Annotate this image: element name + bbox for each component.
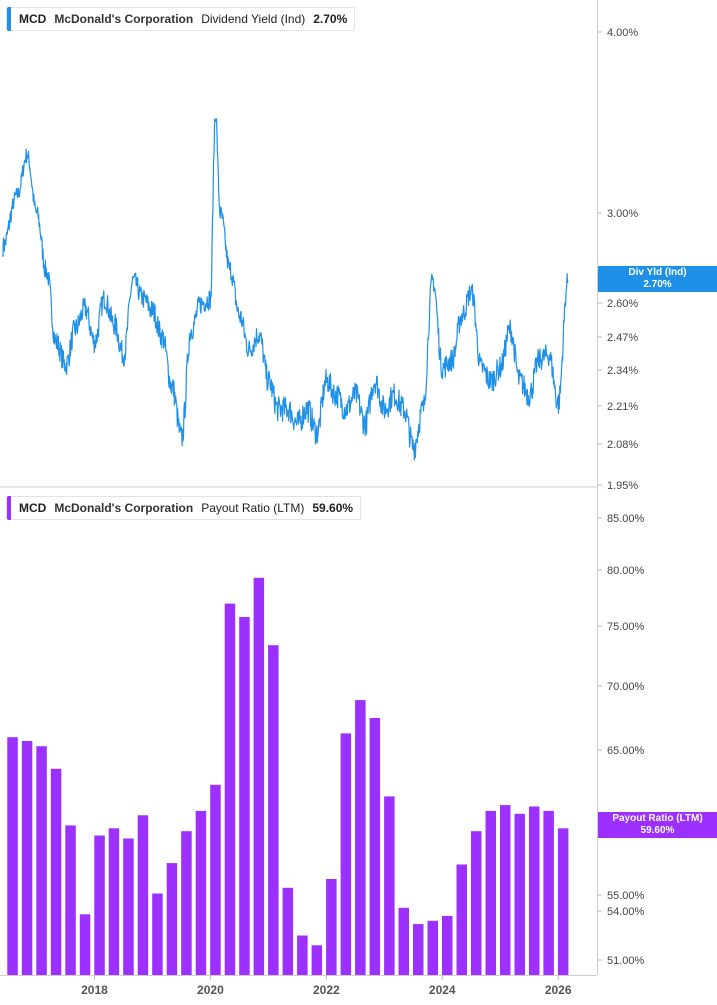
- payout-ratio-bar: [181, 831, 192, 975]
- legend-company: McDonald's Corporation: [54, 12, 194, 26]
- payout-ratio-bar: [311, 945, 323, 975]
- x-tick-label: 2024: [429, 983, 456, 997]
- y-tick-label: 2.08%: [607, 439, 638, 451]
- x-tick-label: 2022: [313, 983, 340, 997]
- payout-ratio-bar: [398, 907, 409, 975]
- payout-ratio-bar: [123, 838, 134, 975]
- tag-value: 59.60%: [640, 825, 675, 836]
- dividend-yield-legend[interactable]: MCD McDonald's Corporation Dividend Yiel…: [6, 7, 356, 31]
- legend-metric: Payout Ratio (LTM): [201, 501, 305, 515]
- tag-label: Div Yld (Ind): [628, 267, 687, 278]
- payout-ratio-bar: [326, 879, 337, 975]
- y-tick-label: 2.60%: [607, 298, 638, 310]
- legend-metric: Dividend Yield (Ind): [201, 12, 306, 26]
- y-tick-label: 2.21%: [607, 401, 638, 413]
- x-tick-label: 2026: [545, 983, 572, 997]
- payout-ratio-bar: [7, 737, 18, 975]
- payout-ratio-swatch: [7, 496, 11, 520]
- y-tick-label: 65.00%: [607, 745, 645, 757]
- payout-ratio-bar: [456, 864, 467, 975]
- payout-ratio-bar: [557, 828, 569, 975]
- payout-ratio-bar: [471, 831, 482, 975]
- payout-ratio-bar: [108, 828, 120, 975]
- payout-ratio-bar: [268, 645, 279, 975]
- y-tick-label: 75.00%: [607, 621, 645, 633]
- payout-ratio-bar: [65, 825, 76, 975]
- y-tick-label: 85.00%: [607, 513, 645, 525]
- legend-value: 2.70%: [313, 12, 348, 26]
- tag-label: Payout Ratio (LTM): [612, 813, 703, 824]
- payout-ratio-bar: [514, 813, 525, 975]
- payout-ratio-bar: [94, 835, 105, 975]
- dividend-yield-plot: [2, 118, 569, 461]
- dividend-yield-line: [2, 118, 569, 461]
- payout-ratio-bar: [369, 718, 381, 975]
- payout-ratio-bar: [239, 617, 250, 975]
- payout-ratio-bar: [529, 806, 540, 975]
- payout-ratio-bar: [137, 815, 149, 976]
- dividend-yield-value-tag: Div Yld (Ind) 2.70%: [598, 266, 717, 292]
- y-tick-label: 54.00%: [607, 906, 645, 918]
- dividend-yield-swatch: [7, 7, 11, 31]
- payout-ratio-bar: [195, 810, 207, 975]
- y-tick-label: 3.00%: [607, 208, 638, 220]
- payout-ratio-bar: [543, 810, 554, 975]
- payout-ratio-bar: [355, 700, 366, 975]
- tag-value: 2.70%: [643, 279, 672, 290]
- y-tick-label: 51.00%: [607, 955, 645, 967]
- payout-ratio-bar: [224, 603, 236, 975]
- payout-ratio-bar: [297, 935, 308, 975]
- legend-value: 59.60%: [312, 501, 354, 515]
- x-tick-label: 2018: [81, 983, 108, 997]
- legend-ticker: MCD: [19, 12, 47, 26]
- y-tick-label: 80.00%: [607, 565, 645, 577]
- payout-ratio-plot: [7, 577, 569, 976]
- payout-ratio-bar: [36, 746, 47, 975]
- y-tick-label: 2.47%: [607, 332, 638, 344]
- payout-ratio-legend[interactable]: MCD McDonald's Corporation Payout Ratio …: [6, 496, 362, 520]
- axes: 4.00% 3.00% 2.60% 2.47% 2.34% 2.21% 2.08% 1.95%…: [0, 0, 645, 997]
- payout-ratio-bar: [210, 784, 221, 975]
- payout-ratio-value-tag: Payout Ratio (LTM) 59.60%: [598, 812, 717, 838]
- payout-ratio-bar: [384, 796, 395, 975]
- payout-ratio-bar: [166, 863, 178, 975]
- payout-ratio-bar: [340, 733, 352, 975]
- payout-ratio-bar: [500, 805, 511, 975]
- legend-company: McDonald's Corporation: [54, 501, 194, 515]
- y-tick-label: 1.95%: [607, 480, 638, 492]
- y-tick-label: 4.00%: [607, 27, 638, 39]
- y-tick-label: 2.34%: [607, 365, 638, 377]
- x-tick-label: 2020: [197, 983, 224, 997]
- payout-ratio-bar: [21, 741, 33, 975]
- payout-ratio-bar: [485, 810, 496, 975]
- payout-ratio-bar: [152, 893, 163, 975]
- payout-ratio-bar: [282, 887, 294, 976]
- payout-ratio-bar: [413, 924, 424, 975]
- y-tick-label: 55.00%: [607, 890, 645, 902]
- payout-ratio-bar: [442, 915, 453, 975]
- legend-ticker: MCD: [19, 501, 47, 515]
- payout-ratio-bar: [79, 914, 91, 975]
- payout-ratio-bar: [50, 768, 62, 975]
- payout-ratio-bar: [253, 577, 265, 975]
- payout-ratio-bar: [427, 920, 438, 975]
- y-tick-label: 70.00%: [607, 681, 645, 693]
